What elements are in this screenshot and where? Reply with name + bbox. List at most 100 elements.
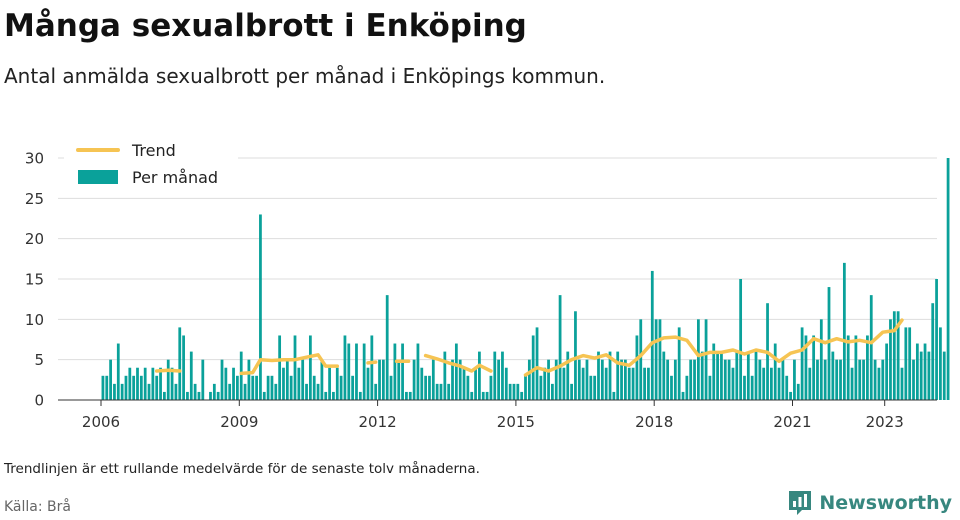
- bar-month-121: [562, 367, 566, 400]
- bar-month-107: [508, 383, 512, 400]
- bar-month-172: [758, 359, 762, 400]
- bar-month-9: [132, 375, 136, 400]
- bar-month-2: [105, 375, 109, 400]
- bar-month-73: [378, 359, 381, 400]
- bar-month-185: [808, 367, 812, 400]
- bar-month-51: [293, 335, 297, 400]
- bar-month-59: [324, 391, 328, 400]
- bar-month-191: [831, 351, 835, 400]
- bar-month-81: [408, 391, 412, 400]
- trend-line-segment-3: [366, 360, 378, 365]
- bar-month-198: [858, 359, 862, 400]
- bar-month-181: [793, 359, 796, 400]
- y-tick-label-25: 25: [25, 190, 44, 208]
- bar-month-95: [462, 367, 466, 400]
- bar-month-167: [739, 279, 743, 400]
- x-tick-label-2009: 2009: [220, 413, 258, 431]
- bar-month-54: [305, 383, 308, 400]
- bar-month-144: [650, 270, 654, 400]
- bar-month-205: [885, 343, 889, 400]
- bar-month-29: [209, 391, 212, 400]
- bar-month-35: [232, 367, 235, 400]
- bar-month-165: [731, 367, 735, 400]
- bar-month-13: [147, 383, 151, 400]
- bar-month-23: [186, 391, 189, 400]
- newsworthy-logo: Newsworthy: [787, 488, 952, 518]
- bar-month-145: [654, 319, 658, 400]
- bar-month-140: [635, 335, 639, 400]
- source-label: Källa: Brå: [4, 499, 71, 515]
- bar-month-53: [301, 359, 305, 400]
- bar-month-177: [777, 367, 781, 400]
- bar-month-113: [531, 335, 535, 400]
- bar-month-17: [163, 391, 166, 400]
- bar-month-42: [259, 214, 262, 400]
- legend-label-trend: Trend: [131, 141, 176, 160]
- bar-month-141: [639, 319, 643, 400]
- bar-month-27: [201, 359, 205, 400]
- bar-month-183: [800, 327, 804, 400]
- bar-month-194: [842, 262, 846, 400]
- bar-month-163: [723, 359, 727, 400]
- y-tick-label-0: 0: [34, 392, 44, 410]
- bar-month-197: [854, 335, 858, 400]
- bar-month-116: [543, 367, 547, 400]
- bar-month-118: [551, 383, 554, 400]
- bar-month-180: [789, 391, 792, 400]
- bar-month-212: [912, 359, 915, 400]
- x-tick-label-2021: 2021: [773, 413, 811, 431]
- bar-month-21: [178, 327, 182, 400]
- bar-month-47: [278, 335, 282, 400]
- bar-month-211: [908, 327, 912, 400]
- bar-month-214: [919, 351, 923, 400]
- bar-month-162: [720, 351, 723, 400]
- bar-month-19: [170, 367, 174, 400]
- bar-month-215: [923, 343, 927, 400]
- bar-month-129: [593, 375, 597, 400]
- bar-month-49: [285, 359, 289, 400]
- bar-month-138: [627, 367, 631, 400]
- bar-month-203: [877, 367, 881, 400]
- chart-subtitle: Antal anmälda sexualbrott per månad i En…: [4, 64, 606, 88]
- bar-month-134: [612, 391, 616, 400]
- bar-month-34: [228, 383, 232, 400]
- bar-month-218: [935, 279, 938, 400]
- bar-month-5: [116, 343, 120, 400]
- x-tick-label-2018: 2018: [635, 413, 673, 431]
- bar-month-30: [212, 383, 216, 400]
- x-tick-label-2023: 2023: [866, 413, 904, 431]
- bar-month-6: [120, 383, 124, 400]
- bar-month-89: [439, 383, 443, 400]
- bar-month-137: [624, 359, 627, 400]
- bar-month-109: [516, 383, 520, 400]
- bar-month-10: [136, 367, 139, 400]
- bar-month-110: [520, 391, 524, 400]
- bar-month-119: [554, 359, 558, 400]
- bar-month-67: [355, 343, 358, 400]
- bar-month-7: [124, 375, 128, 400]
- bar-month-80: [405, 391, 408, 400]
- bar-month-151: [677, 327, 681, 400]
- bar-month-4: [113, 383, 116, 400]
- bar-month-159: [708, 375, 712, 400]
- bar-month-168: [743, 375, 746, 400]
- bar-month-103: [493, 351, 497, 400]
- bar-month-46: [274, 383, 278, 400]
- footnote: Trendlinjen är ett rullande medelvärde f…: [4, 461, 480, 477]
- bar-month-220: [942, 351, 946, 400]
- bar-month-193: [839, 359, 842, 400]
- bar-month-63: [339, 375, 343, 400]
- bar-month-90: [443, 351, 447, 400]
- bar-month-39: [247, 359, 251, 400]
- bar-chart: 0 5 10 15 20 25 30 2006 2009 2012 2015 2018 2021 2023…: [24, 141, 950, 431]
- bar-month-157: [700, 351, 704, 400]
- bar-month-75: [385, 295, 389, 400]
- bar-month-173: [762, 367, 766, 400]
- bar-month-117: [547, 359, 550, 400]
- bar-month-40: [251, 375, 255, 400]
- bar-month-206: [889, 319, 892, 400]
- bar-month-130: [597, 351, 600, 400]
- bar-month-105: [501, 351, 504, 400]
- legend-label-per-manad: Per månad: [132, 168, 218, 187]
- bar-month-190: [827, 287, 831, 400]
